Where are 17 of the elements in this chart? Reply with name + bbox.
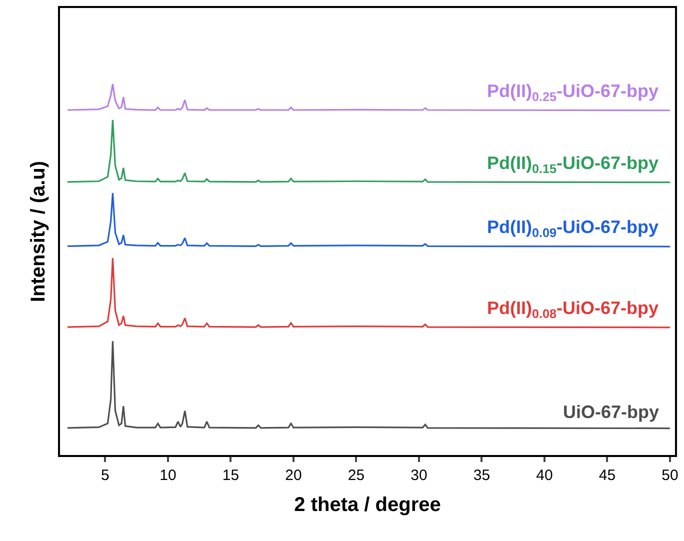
series-label: Pd(II)$_{0.15}$-UiO-67-bpy [487,153,659,176]
x-tick-label: 15 [222,466,240,484]
x-tick-label: 40 [536,466,553,484]
x-tick-label: 50 [662,466,678,484]
series-label: UiO-67-bpy [563,402,660,422]
x-tick-label: 10 [160,466,176,484]
x-tick-label: 25 [348,466,365,484]
series-label: Pd(II)$_{0.08}$-UiO-67-bpy [487,298,659,321]
x-tick-label: 20 [285,466,302,484]
series-label: Pd(II)$_{0.09}$-UiO-67-bpy [487,217,659,240]
series-label: Pd(II)$_{0.25}$-UiO-67-bpy [487,81,659,104]
y-axis-title: Intensity / (a.u) [27,160,50,302]
x-tick-label: 5 [101,466,110,484]
x-tick-label: 30 [410,466,428,484]
x-tick-label: 45 [598,466,616,484]
x-tick-label: 35 [473,466,490,484]
x-axis-title: 2 theta / degree [294,494,441,516]
